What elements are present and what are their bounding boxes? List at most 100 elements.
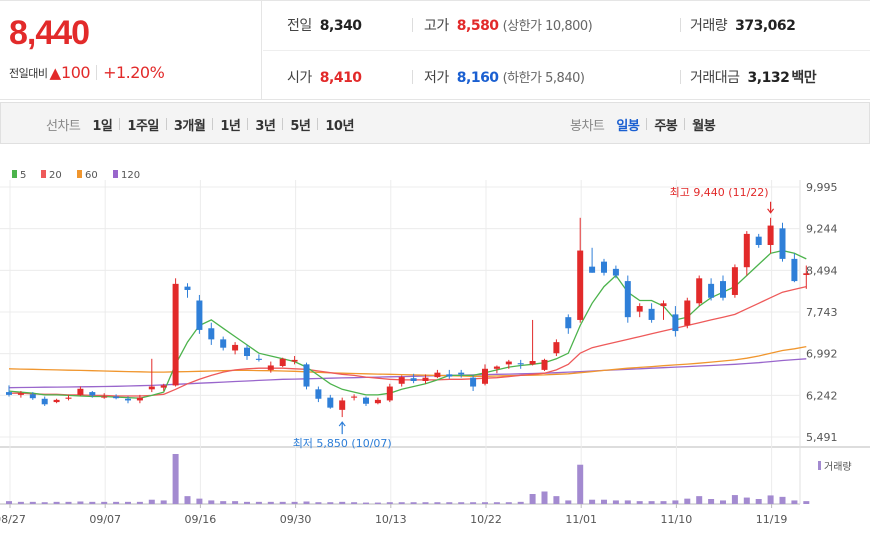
candle-body — [410, 378, 417, 381]
candle-body — [101, 396, 108, 398]
trade-value-unit: 백만 — [791, 70, 817, 86]
low-value: 8,160 — [456, 70, 499, 86]
volume-legend-swatch — [818, 461, 821, 470]
candle-body — [172, 283, 179, 386]
candle-body — [65, 397, 72, 399]
period-5y[interactable]: 5년 — [290, 118, 311, 134]
candle-body — [624, 281, 631, 318]
volume-bar — [791, 500, 798, 504]
volume-bar — [136, 501, 143, 504]
prev-close-value: 8,340 — [319, 18, 362, 34]
x-tick-label: 10/22 — [470, 513, 502, 526]
volume-bar — [743, 497, 750, 504]
high-value: 8,580 — [456, 18, 499, 34]
volume-bar — [208, 500, 215, 504]
period-1d[interactable]: 1일 — [92, 118, 113, 134]
candle-body — [672, 314, 679, 332]
period-3y[interactable]: 3년 — [255, 118, 276, 134]
high-label: 고가 — [424, 18, 449, 34]
candle-monthly[interactable]: 월봉 — [692, 118, 716, 134]
period-1y[interactable]: 1년 — [220, 118, 241, 134]
candle-body — [720, 281, 726, 298]
candle-body — [577, 250, 584, 320]
volume-bar — [351, 502, 358, 504]
volume-bar — [232, 501, 239, 504]
period-1w[interactable]: 1주일 — [127, 118, 159, 134]
candle-body — [636, 306, 643, 312]
candle-body — [315, 389, 322, 399]
period-10y[interactable]: 10년 — [325, 118, 354, 134]
volume-bar — [125, 501, 131, 504]
candle-body — [803, 273, 810, 275]
candle-body — [29, 394, 36, 399]
divider — [680, 18, 681, 32]
high-arrow-icon — [767, 201, 775, 214]
volume-bar — [89, 501, 96, 504]
volume-bar — [220, 501, 227, 504]
y-tick-label: 6,992 — [806, 348, 838, 361]
candle-body — [279, 358, 286, 367]
divider — [212, 118, 214, 130]
period-3m[interactable]: 3개월 — [173, 118, 206, 134]
legend-label-60: 60 — [85, 170, 98, 181]
volume-bar — [470, 502, 477, 504]
x-tick-label: 08/27 — [0, 513, 26, 526]
candle-body — [755, 236, 762, 246]
candle-body — [791, 258, 798, 282]
volume-bar — [779, 496, 786, 504]
x-tick-label: 11/19 — [756, 513, 788, 526]
candle-body — [17, 393, 24, 395]
divider — [317, 118, 319, 130]
y-tick-label: 9,244 — [806, 223, 838, 236]
legend-swatch-60 — [77, 170, 82, 178]
candle-body — [386, 386, 393, 401]
volume-bar — [422, 502, 429, 504]
chart-period-bar: 선차트 1일 1주일 3개월 1년 3년 5년 10년 봉차트 일봉 주봉 월봉 — [0, 102, 870, 144]
volume-bar — [41, 502, 48, 504]
candle-body — [493, 366, 500, 369]
divider — [119, 118, 121, 130]
y-tick-label: 8,494 — [806, 264, 838, 277]
candle-body — [553, 342, 560, 354]
volume-bar — [601, 499, 607, 504]
volume-bar — [113, 501, 120, 504]
prev-close-label: 전일 — [287, 18, 312, 34]
low-label: 저가 — [424, 70, 449, 86]
divider — [96, 65, 98, 80]
volume-bar — [577, 464, 584, 504]
divider — [165, 118, 167, 130]
volume-bar — [517, 501, 524, 504]
trade-value-stat: 거래대금 3,132 백만 — [690, 67, 817, 87]
divider — [684, 118, 686, 130]
volume-bar — [303, 501, 310, 504]
candle-body — [220, 339, 227, 348]
volume-bar — [720, 500, 726, 504]
candle-body — [517, 363, 524, 365]
candlestick-chart[interactable]: 5 20 60 120 9,995 9,244 8,494 7,743 6,992 6,242 5,… — [0, 160, 870, 544]
volume-bar — [267, 501, 274, 504]
candle-body — [779, 228, 786, 259]
candle-body — [529, 361, 536, 365]
volume-bar — [65, 501, 72, 504]
candle-body — [339, 400, 346, 410]
candle-body — [589, 266, 596, 273]
candle-weekly[interactable]: 주봉 — [654, 118, 678, 134]
divider — [412, 18, 413, 32]
candle-body — [684, 300, 691, 326]
candle-body — [6, 392, 12, 395]
day-low: 저가 8,160 (하한가 5,840) — [424, 67, 585, 87]
volume-stat: 거래량 373,062 — [690, 15, 796, 35]
candle-daily[interactable]: 일봉 — [616, 118, 640, 134]
volume-bar — [327, 502, 334, 504]
candle-body — [458, 372, 465, 375]
open-value: 8,410 — [319, 70, 362, 86]
divider — [412, 70, 413, 84]
volume-label: 거래량 — [690, 18, 728, 34]
row-divider — [263, 50, 870, 51]
divider — [646, 118, 648, 130]
x-tick-label: 09/16 — [185, 513, 217, 526]
x-tick-label: 11/01 — [565, 513, 597, 526]
volume-bar — [172, 454, 179, 504]
volume-bar — [803, 501, 810, 504]
divider — [247, 118, 249, 130]
